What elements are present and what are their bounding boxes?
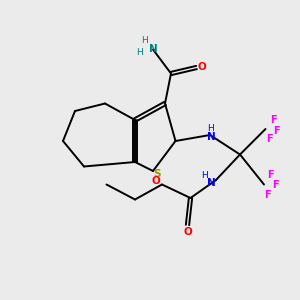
Text: F: F <box>267 170 273 181</box>
Text: F: F <box>264 190 271 200</box>
Text: F: F <box>266 134 272 145</box>
Text: N: N <box>207 132 216 142</box>
Text: F: F <box>274 125 280 136</box>
Text: H: H <box>207 124 214 133</box>
Text: N: N <box>207 178 216 188</box>
Text: O: O <box>184 226 193 237</box>
Text: O: O <box>197 62 206 73</box>
Text: N: N <box>148 44 158 55</box>
Text: F: F <box>270 115 276 125</box>
Text: S: S <box>154 169 161 179</box>
Text: H: H <box>136 48 143 57</box>
Text: H: H <box>141 36 147 45</box>
Text: O: O <box>151 176 160 186</box>
Text: H: H <box>201 171 208 180</box>
Text: F: F <box>272 180 279 190</box>
